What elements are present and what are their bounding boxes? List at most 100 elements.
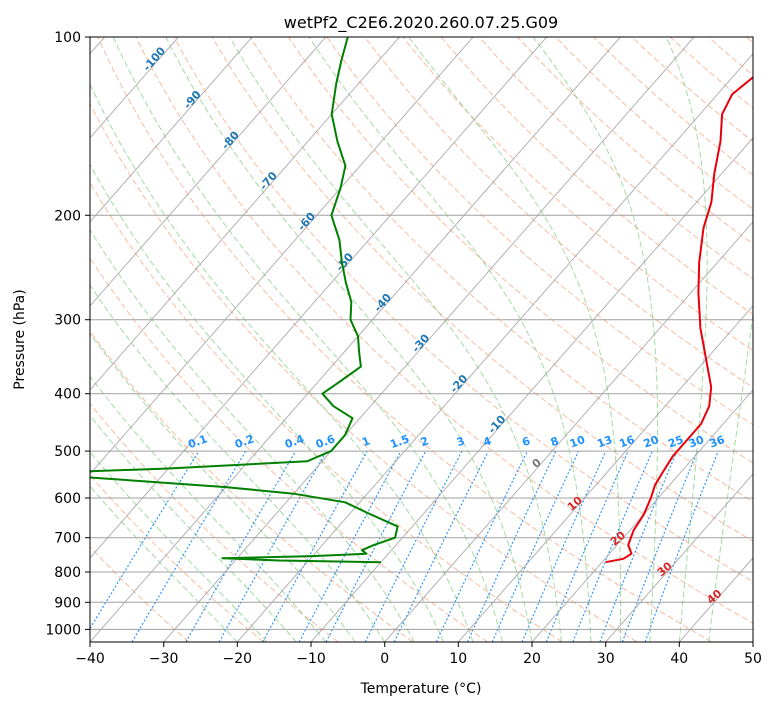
mixing-ratio-label: 30 [687,433,706,451]
moist-adiabat [90,332,356,642]
mixing-ratio-line [325,450,427,642]
dry-adiabat [90,402,339,642]
mixing-ratio-line [90,450,200,630]
dry-adiabat [746,37,753,44]
mixing-ratio-line [298,450,402,642]
isotherm-line [605,473,753,642]
mixing-ratio-line [262,450,368,642]
y-axis-label: Pressure (hPa) [12,289,28,389]
plot-frame [89,36,754,643]
mixing-ratio-label: 3 [455,434,467,449]
temperature-line [605,76,753,564]
x-tick-label: −20 [223,651,253,667]
isotherm-label: -80 [219,128,242,152]
moist-adiabat [90,414,297,642]
moist-adiabat [165,37,533,642]
mixing-ratio-label: 0.4 [283,432,306,451]
isotherm-line [90,37,253,223]
isotherm-label: -100 [140,44,168,74]
mixing-ratio-label: 36 [708,433,727,451]
mixing-ratio-line [545,450,629,642]
dry-adiabat [90,474,264,642]
mixing-ratio-line [393,450,489,642]
dewpoint-line [90,37,399,564]
y-tick-label: 200 [54,208,81,224]
dry-adiabat [555,37,753,210]
mixing-ratio-label: 1 [360,434,372,449]
mixing-ratio-label: 0.2 [233,432,256,451]
moist-adiabat [90,451,268,642]
isotherm-label: -30 [409,331,432,355]
chart-title: wetPf2_C2E6.2020.260.07.25.G09 [284,13,558,33]
y-tick-label: 900 [54,595,81,611]
isotherm-line [384,221,753,642]
x-axis-ticks: −40 −30 −20 −10 0 10 20 30 40 50 [75,642,762,667]
dry-adiabat [517,37,753,245]
mixing-ratio-label: 13 [595,433,614,450]
moist-adiabat [708,310,753,642]
dry-adiabat-label: 20 [608,528,628,548]
dry-adiabat-label: 30 [655,559,675,579]
isotherm-line [163,37,695,642]
moist-adiabat [90,284,386,642]
mixing-ratio-label: 4 [481,434,493,449]
moist-adiabat [665,37,708,642]
x-tick-label: 30 [597,651,615,667]
dry-adiabat [478,37,753,280]
moist-adiabat [90,485,238,642]
isotherm-line [90,37,327,307]
mixing-ratio-line [185,450,297,642]
dry-adiabat [707,37,753,76]
profile-lines [90,37,753,564]
moist-adiabat [90,375,327,642]
mixing-ratio-line [621,450,699,642]
isotherm-line [90,37,400,391]
isotherm-line [90,37,548,559]
x-axis-label: Temperature (°C) [360,681,482,697]
dry-adiabat [173,37,753,583]
y-tick-label: 100 [54,30,81,46]
y-tick-label: 300 [54,313,81,329]
background-lines [90,37,753,642]
y-tick-label: 500 [54,444,81,460]
x-tick-label: 20 [523,651,541,667]
x-tick-label: −40 [75,651,105,667]
dry-adiabat [90,330,414,642]
y-tick-label: 1000 [45,622,81,638]
moist-adiabat [112,37,503,642]
isotherm-line [310,137,753,642]
dry-adiabat [326,37,753,426]
moist-adiabat [90,163,445,642]
isotherm-line [752,641,753,642]
mixing-ratio-line [572,450,653,642]
isotherm-label: -90 [181,88,204,112]
mixing-ratio-line [435,450,528,642]
x-tick-label: −10 [296,651,326,667]
x-tick-label: 0 [380,651,389,667]
mixing-ratio-line [364,450,463,642]
dry-adiabat [135,37,753,624]
dry-adiabat-label: 40 [704,587,724,607]
mixing-ratio-line [521,450,607,642]
mixing-ratio-label: 20 [642,433,661,451]
y-tick-label: 700 [54,531,81,547]
dry-adiabat [593,37,753,176]
x-tick-label: 50 [744,651,762,667]
x-tick-label: −30 [149,651,179,667]
y-tick-label: 800 [54,565,81,581]
moist-adiabat [229,37,562,642]
isotherm-line [457,305,753,642]
x-tick-label: 40 [670,651,688,667]
y-axis-ticks: 100 200 300 400 500 600 700 800 900 1000 [45,30,90,638]
dry-adiabat [364,37,753,388]
dry-adiabat [90,102,638,642]
dry-adiabat [402,37,753,352]
dry-adiabat [90,257,488,642]
dry-adiabat [288,37,753,464]
y-tick-label: 400 [54,387,81,403]
isotherm-line [236,53,753,642]
mixing-ratio-label: 10 [568,433,587,451]
dry-adiabat [440,37,753,316]
y-tick-label: 600 [54,491,81,507]
